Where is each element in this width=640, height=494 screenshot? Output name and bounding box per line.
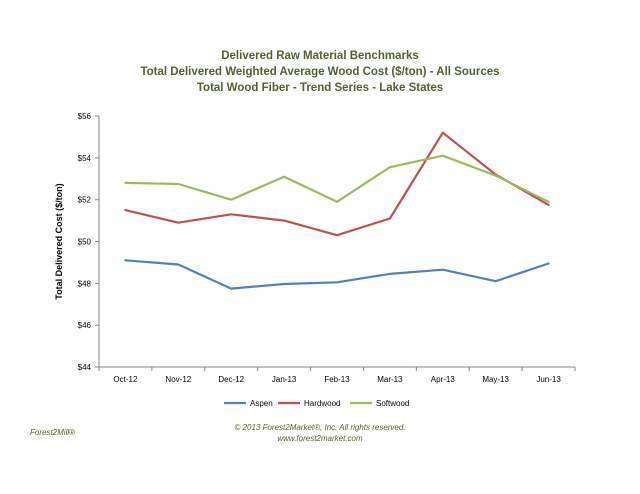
x-tick-label: Apr-13 <box>431 375 456 384</box>
legend-label-softwood: Softwood <box>376 399 409 408</box>
copyright-block: © 2013 Forest2Market®, Inc. All rights r… <box>0 422 640 444</box>
chart-title-line-2: Total Delivered Weighted Average Wood Co… <box>140 66 500 78</box>
chart-title-line-3: Total Wood Fiber - Trend Series - Lake S… <box>196 82 444 94</box>
x-tick-label: Oct-12 <box>113 375 138 384</box>
legend-label-aspen: Aspen <box>250 399 273 408</box>
y-tick-label: $44 <box>78 363 92 372</box>
legend-label-hardwood: Hardwood <box>304 399 340 408</box>
data-point-aspen <box>441 268 444 271</box>
data-point-softwood <box>230 198 233 201</box>
data-point-aspen <box>336 281 338 284</box>
y-axis-label: Total Delivered Cost ($/ton) <box>54 183 64 299</box>
data-point-hardwood <box>441 131 444 134</box>
data-point-aspen <box>547 262 550 265</box>
data-point-aspen <box>177 263 180 266</box>
data-point-aspen <box>283 283 285 285</box>
data-point-hardwood <box>389 217 391 220</box>
chart-legend: Aspen Hardwood Softwood <box>224 399 409 408</box>
y-tick-label: $56 <box>78 112 92 121</box>
y-tick-label: $50 <box>78 238 92 247</box>
brand-label: Forest2Mill® <box>30 428 76 437</box>
y-tick-label: $46 <box>78 321 92 330</box>
data-point-hardwood <box>283 219 285 222</box>
series-line-softwood <box>124 154 550 203</box>
data-point-hardwood <box>124 209 127 211</box>
chart-title-line-1: Delivered Raw Material Benchmarks <box>221 50 419 62</box>
data-point-aspen <box>124 259 127 262</box>
x-tick-label: Feb-13 <box>324 375 350 384</box>
x-tick-label: Nov-12 <box>165 375 191 384</box>
chart-axes: $44 $46 $48 $50 $52 $54 $56 Oct-12 Nov-12 Dec-12 J… <box>54 112 576 384</box>
data-point-softwood <box>177 183 180 185</box>
data-point-softwood <box>494 174 497 177</box>
series-line-aspen <box>124 259 550 290</box>
data-point-softwood <box>389 166 391 169</box>
series-line-hardwood <box>124 131 550 237</box>
x-tick-label: Dec-12 <box>218 375 244 384</box>
y-tick-label: $54 <box>78 154 92 163</box>
data-point-aspen <box>230 287 233 290</box>
y-tick-label: $52 <box>78 196 92 205</box>
data-point-aspen <box>389 273 391 275</box>
data-point-softwood <box>441 154 444 157</box>
chart-title: Delivered Raw Material Benchmarks Total … <box>0 48 640 96</box>
chart-series <box>124 131 550 290</box>
x-tick-label: May-13 <box>482 375 509 384</box>
data-point-hardwood <box>230 213 233 216</box>
copyright-text: © 2013 Forest2Market®, Inc. All rights r… <box>234 423 406 432</box>
y-tick-label: $48 <box>78 279 92 288</box>
data-point-hardwood <box>336 234 338 237</box>
x-tick-label: Jan-13 <box>272 375 297 384</box>
x-tick-label: Jun-13 <box>536 375 561 384</box>
data-point-softwood <box>283 175 285 178</box>
data-point-softwood <box>124 182 127 184</box>
data-point-aspen <box>494 280 497 283</box>
data-point-hardwood <box>547 204 550 206</box>
website-text: www.forest2market.com <box>277 434 363 443</box>
data-point-softwood <box>336 200 338 203</box>
data-point-softwood <box>547 200 550 203</box>
data-point-hardwood <box>177 221 180 224</box>
x-tick-label: Mar-13 <box>377 375 403 384</box>
